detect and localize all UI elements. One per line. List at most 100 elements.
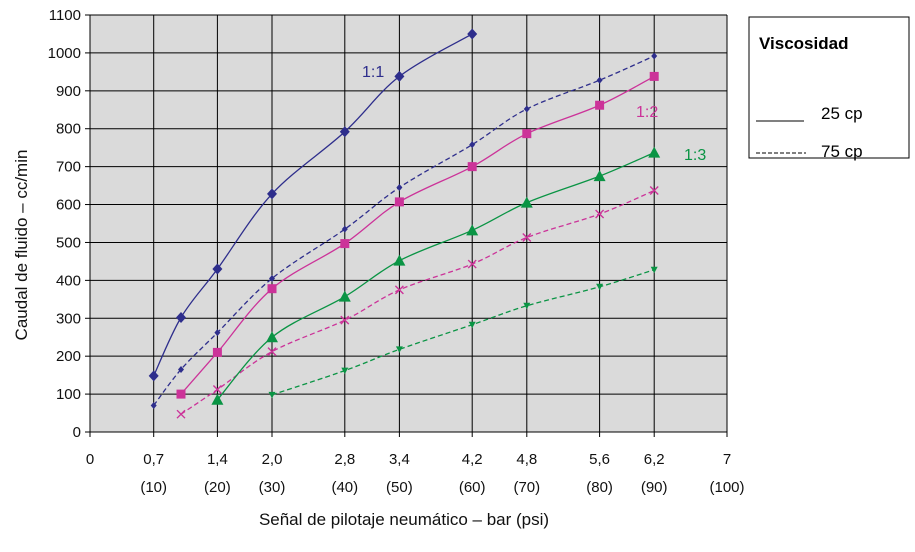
data-point xyxy=(523,105,530,113)
data-point xyxy=(595,209,605,219)
gridlines xyxy=(89,14,728,433)
y-axis-title: Caudal de fluido – cc/min xyxy=(12,150,31,341)
data-point xyxy=(468,321,476,329)
x-tick-label: 5,6 xyxy=(589,451,610,468)
data-point xyxy=(394,197,404,207)
data-point xyxy=(267,284,277,294)
data-point xyxy=(214,329,221,337)
y-tick-label: 300 xyxy=(56,310,81,327)
x-tick-label: 6,2 xyxy=(644,451,665,468)
data-point xyxy=(176,409,186,419)
data-point xyxy=(176,312,186,324)
y-tick-label: 800 xyxy=(56,121,81,138)
data-point xyxy=(267,188,277,200)
data-point xyxy=(595,100,605,110)
data-point xyxy=(338,290,351,302)
data-point xyxy=(340,315,350,325)
series-layer xyxy=(148,28,661,419)
series-label: 1:2 xyxy=(636,104,658,121)
plot-area xyxy=(90,15,727,432)
data-point xyxy=(393,254,406,266)
data-point xyxy=(267,347,277,357)
data-point xyxy=(467,162,477,172)
x-tick-sublabel: (40) xyxy=(331,479,358,496)
x-tick-sublabel: (10) xyxy=(140,479,167,496)
data-point xyxy=(266,331,278,343)
legend-box xyxy=(748,16,910,159)
y-tick-label: 0 xyxy=(73,424,81,441)
y-tick-label: 900 xyxy=(56,83,81,100)
x-tick-label: 7 xyxy=(723,451,731,468)
series-1 xyxy=(150,52,658,409)
x-tick-label: 4,2 xyxy=(462,451,483,468)
data-point xyxy=(339,126,350,138)
data-point xyxy=(341,367,349,375)
series-3 xyxy=(176,186,659,419)
x-tick-label: 0 xyxy=(86,451,94,468)
data-point xyxy=(522,233,532,243)
data-point xyxy=(467,28,478,40)
data-point xyxy=(340,239,350,249)
data-point xyxy=(648,146,661,158)
x-tick-sublabel: (100) xyxy=(709,479,744,496)
x-tick-label: 2,8 xyxy=(334,451,355,468)
y-tick-label: 500 xyxy=(56,234,81,251)
series-0 xyxy=(148,28,478,382)
legend-title: Viscosidad xyxy=(759,34,848,53)
data-point xyxy=(596,283,604,291)
x-tick-label: 3,4 xyxy=(389,451,410,468)
data-point xyxy=(394,285,404,295)
data-point xyxy=(650,266,658,274)
y-tick-label: 400 xyxy=(56,272,81,289)
legend-entry-label: 25 cp xyxy=(821,104,863,123)
data-point xyxy=(523,302,531,310)
data-point xyxy=(268,391,276,399)
series-4 xyxy=(211,146,661,405)
data-point xyxy=(395,346,403,353)
x-tick-label: 0,7 xyxy=(143,451,164,468)
data-point xyxy=(520,196,533,208)
data-point xyxy=(522,129,532,139)
y-tick-label: 600 xyxy=(56,197,81,214)
x-tick-sublabel: (20) xyxy=(204,479,231,496)
data-point xyxy=(211,393,224,405)
data-point xyxy=(596,76,603,84)
x-tick-label: 2,0 xyxy=(262,451,283,468)
data-point xyxy=(212,347,222,357)
data-point xyxy=(466,224,479,236)
x-axis-ticks: 0 0,7 (10) 1,4 (20) 2,0 (30) 2,8 (40) 3,4 (50) 4,2 (… xyxy=(86,432,745,496)
data-point xyxy=(651,52,658,60)
legend-entry-label: 75 cp xyxy=(821,142,863,161)
data-point xyxy=(150,401,157,409)
data-point xyxy=(212,385,222,395)
x-axis-title: Señal de pilotaje neumático – bar (psi) xyxy=(259,510,549,529)
y-axis-ticks: 0 100 200 300 400 500 600 700 800 900 1000 1100 xyxy=(48,7,90,441)
data-point xyxy=(649,71,659,81)
series-labels: 1:1 1:2 1:3 xyxy=(362,64,706,164)
data-point xyxy=(394,70,405,82)
y-tick-label: 1100 xyxy=(49,7,81,24)
data-point xyxy=(212,263,223,275)
data-point xyxy=(176,389,186,399)
data-point xyxy=(178,365,184,373)
data-point xyxy=(341,225,348,233)
series-5 xyxy=(268,266,658,399)
x-tick-sublabel: (30) xyxy=(259,479,286,496)
y-tick-label: 200 xyxy=(56,348,81,365)
data-point xyxy=(469,141,476,149)
y-tick-label: 1000 xyxy=(48,45,81,62)
series-2 xyxy=(176,71,659,399)
y-tick-label: 700 xyxy=(56,159,81,176)
x-tick-sublabel: (70) xyxy=(513,479,540,496)
data-point xyxy=(649,186,659,196)
x-tick-sublabel: (50) xyxy=(386,479,413,496)
x-tick-label: 4,8 xyxy=(516,451,537,468)
data-point xyxy=(593,170,606,182)
x-tick-label: 1,4 xyxy=(207,451,228,468)
x-tick-sublabel: (60) xyxy=(459,479,486,496)
data-point xyxy=(467,259,477,269)
series-label: 1:3 xyxy=(684,147,706,164)
series-line xyxy=(153,55,655,406)
data-point xyxy=(269,274,275,282)
series-label: 1:1 xyxy=(362,64,384,81)
